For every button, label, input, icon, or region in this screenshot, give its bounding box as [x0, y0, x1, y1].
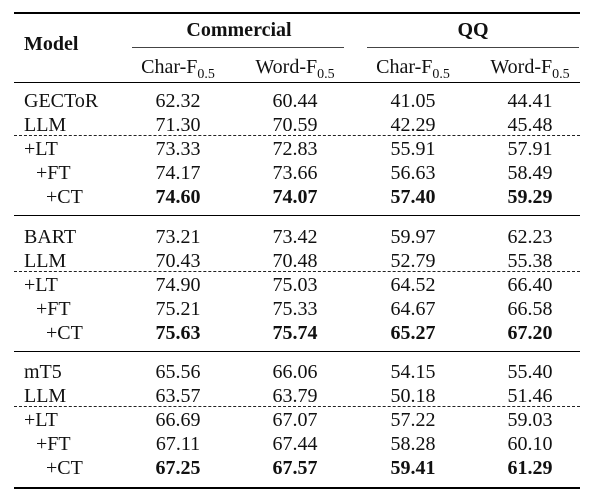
- value-commercial-word: 67.57: [272, 457, 318, 479]
- model-name: mT5: [24, 361, 62, 383]
- section-rule: [14, 215, 580, 216]
- bottom-rule: [14, 487, 580, 489]
- value-qq-char: 55.91: [390, 138, 436, 160]
- value-commercial-word: 72.83: [272, 138, 318, 160]
- value-commercial-word: 74.07: [272, 186, 318, 208]
- top-rule: [14, 12, 580, 14]
- col-header-qq-char: Char-F0.5: [376, 56, 450, 82]
- value-commercial-word: 73.66: [272, 162, 318, 184]
- value-qq-word: 67.20: [507, 322, 553, 344]
- value-qq-word: 55.38: [507, 250, 553, 272]
- col-header-commercial-word: Word-F0.5: [255, 56, 335, 82]
- value-commercial-char: 63.57: [155, 385, 201, 407]
- value-commercial-word: 67.44: [272, 433, 318, 455]
- value-commercial-char: 73.33: [155, 138, 201, 160]
- model-name: LLM: [24, 385, 67, 407]
- value-qq-char: 52.79: [390, 250, 436, 272]
- value-qq-char: 64.67: [390, 298, 436, 320]
- value-qq-word: 55.40: [507, 361, 553, 383]
- value-qq-char: 41.05: [390, 90, 436, 112]
- model-name: BART: [24, 226, 77, 248]
- value-commercial-word: 66.06: [272, 361, 318, 383]
- value-qq-char: 56.63: [390, 162, 436, 184]
- value-qq-word: 66.58: [507, 298, 553, 320]
- dashed-separator: [14, 135, 580, 136]
- value-qq-char: 50.18: [390, 385, 436, 407]
- value-commercial-char: 65.56: [155, 361, 201, 383]
- value-qq-word: 61.29: [507, 457, 553, 479]
- dashed-separator: [14, 406, 580, 407]
- qq-underline: [367, 47, 579, 48]
- value-commercial-char: 74.17: [155, 162, 201, 184]
- value-qq-char: 54.15: [390, 361, 436, 383]
- value-qq-char: 57.40: [390, 186, 436, 208]
- value-commercial-char: 75.21: [155, 298, 201, 320]
- model-header: Model: [24, 33, 79, 55]
- value-commercial-word: 70.59: [272, 114, 318, 136]
- value-qq-word: 44.41: [507, 90, 553, 112]
- value-qq-word: 58.49: [507, 162, 553, 184]
- value-commercial-char: 74.90: [155, 274, 201, 296]
- value-qq-word: 59.29: [507, 186, 553, 208]
- model-name: +LT: [24, 274, 58, 296]
- value-commercial-word: 60.44: [272, 90, 318, 112]
- value-commercial-word: 63.79: [272, 385, 318, 407]
- value-commercial-char: 73.21: [155, 226, 201, 248]
- value-commercial-char: 70.43: [155, 250, 201, 272]
- value-qq-word: 59.03: [507, 409, 553, 431]
- value-commercial-char: 74.60: [155, 186, 201, 208]
- model-name: +LT: [24, 138, 58, 160]
- model-name: +LT: [24, 409, 58, 431]
- value-qq-char: 59.41: [390, 457, 436, 479]
- value-commercial-word: 70.48: [272, 250, 318, 272]
- value-qq-word: 57.91: [507, 138, 553, 160]
- value-qq-char: 58.28: [390, 433, 436, 455]
- model-name: +FT: [36, 162, 71, 184]
- model-name: +CT: [46, 322, 83, 344]
- model-name: LLM: [24, 250, 67, 272]
- value-commercial-word: 75.74: [272, 322, 318, 344]
- value-qq-word: 51.46: [507, 385, 553, 407]
- value-qq-word: 45.48: [507, 114, 553, 136]
- section-rule: [14, 351, 580, 352]
- value-commercial-word: 67.07: [272, 409, 318, 431]
- col-header-commercial-char: Char-F0.5: [141, 56, 215, 82]
- value-commercial-word: 73.42: [272, 226, 318, 248]
- dashed-separator: [14, 271, 580, 272]
- value-commercial-word: 75.33: [272, 298, 318, 320]
- value-commercial-char: 62.32: [155, 90, 201, 112]
- model-name: +CT: [46, 186, 83, 208]
- value-commercial-char: 71.30: [155, 114, 201, 136]
- value-qq-char: 64.52: [390, 274, 436, 296]
- value-qq-char: 57.22: [390, 409, 436, 431]
- header-rule: [14, 82, 580, 83]
- value-qq-word: 66.40: [507, 274, 553, 296]
- col-header-qq-word: Word-F0.5: [490, 56, 570, 82]
- value-commercial-char: 67.11: [155, 433, 201, 455]
- value-qq-char: 59.97: [390, 226, 436, 248]
- model-name: +FT: [36, 433, 71, 455]
- value-qq-word: 60.10: [507, 433, 553, 455]
- value-commercial-char: 75.63: [155, 322, 201, 344]
- value-commercial-char: 66.69: [155, 409, 201, 431]
- commercial-underline: [132, 47, 344, 48]
- model-name: GECToR: [24, 90, 99, 112]
- value-commercial-char: 67.25: [155, 457, 201, 479]
- model-name: LLM: [24, 114, 67, 136]
- group-header-qq: QQ: [457, 19, 489, 41]
- value-commercial-word: 75.03: [272, 274, 318, 296]
- value-qq-word: 62.23: [507, 226, 553, 248]
- model-name: +CT: [46, 457, 83, 479]
- value-qq-char: 65.27: [390, 322, 436, 344]
- value-qq-char: 42.29: [390, 114, 436, 136]
- model-name: +FT: [36, 298, 71, 320]
- group-header-commercial: Commercial: [186, 19, 292, 41]
